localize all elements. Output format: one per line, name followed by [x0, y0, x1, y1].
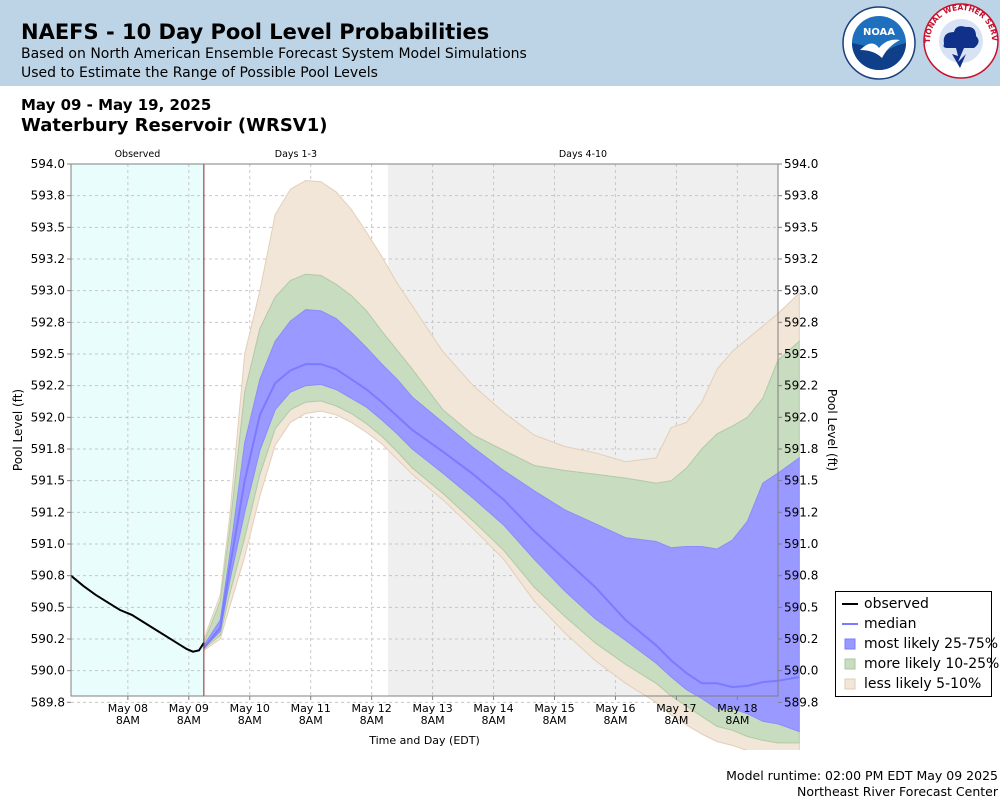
x-tick-label-time: 8AM — [603, 714, 627, 727]
median-line — [203, 363, 800, 689]
y-tick-label-left: 592.5 — [31, 347, 65, 361]
y-tick-label-left: 590.5 — [31, 600, 65, 614]
y-axis-label-right: Pool Level (ft) — [825, 389, 839, 471]
y-tick-label-right: 591.5 — [784, 474, 818, 488]
y-tick-label-right: 590.8 — [784, 569, 818, 583]
page-subtitle-2: Used to Estimate the Range of Possible P… — [21, 65, 378, 81]
date-range: May 09 - May 19, 2025 — [21, 96, 212, 114]
y-tick-label-left: 592.0 — [31, 410, 65, 424]
y-tick-label-left: 594.0 — [31, 157, 65, 171]
x-axis-label: Time and Day (EDT) — [368, 734, 480, 747]
y-tick-label-left: 589.8 — [31, 695, 65, 709]
plot-frame — [70, 163, 779, 697]
legend-label-observed: observed — [864, 596, 929, 612]
y-tick-label-left: 592.8 — [31, 315, 65, 329]
x-tick-label-time: 8AM — [299, 714, 323, 727]
y-tick-label-left: 591.8 — [31, 442, 65, 456]
y-tick-label-right: 590.5 — [784, 600, 818, 614]
y-tick-label-right: 590.0 — [784, 664, 818, 678]
x-tick-label-day: May 08 — [108, 702, 148, 715]
forecast-center: Northeast River Forecast Center — [797, 784, 998, 799]
y-tick-label-right: 592.0 — [784, 410, 818, 424]
y-tick-label-left: 590.0 — [31, 664, 65, 678]
y-axis-label-left: Pool Level (ft) — [11, 389, 25, 471]
y-tick-label-right: 592.8 — [784, 315, 818, 329]
y-tick-label-right: 594.0 — [784, 157, 818, 171]
x-tick-label-time: 8AM — [177, 714, 201, 727]
legend-label-5-10: less likely 5-10% — [864, 676, 982, 692]
band-25-75 — [203, 309, 800, 733]
x-tick-label-day: May 14 — [473, 702, 513, 715]
y-tick-label-right: 589.8 — [784, 695, 818, 709]
period-label-2: Days 4-10 — [559, 149, 607, 160]
y-tick-label-left: 590.8 — [31, 569, 65, 583]
observed-line — [70, 574, 205, 653]
nws-logo: NATIONAL WEATHER SERVICE — [922, 2, 999, 79]
x-tick-label-day: May 10 — [230, 702, 270, 715]
x-tick-label-day: May 18 — [717, 702, 757, 715]
y-tick-label-right: 592.2 — [784, 379, 818, 393]
x-tick-label-day: May 15 — [534, 702, 574, 715]
y-tick-label-left: 591.5 — [31, 474, 65, 488]
x-tick-label-time: 8AM — [482, 714, 506, 727]
y-tick-label-left: 591.0 — [31, 537, 65, 551]
x-tick-label-time: 8AM — [421, 714, 445, 727]
chart-legend: observed median most likely 25-75% more … — [835, 591, 999, 697]
legend-label-25-75: most likely 25-75% — [864, 636, 999, 652]
y-tick-label-left: 593.0 — [31, 284, 65, 298]
y-tick-label-left: 593.5 — [31, 220, 65, 234]
legend-label-10-25: more likely 10-25% — [864, 656, 1000, 672]
period-bg-0 — [71, 164, 204, 696]
x-tick-label-time: 8AM — [360, 714, 384, 727]
x-tick-label-time: 8AM — [116, 714, 140, 727]
y-tick-label-left: 593.2 — [31, 252, 65, 266]
y-tick-label-left: 591.2 — [31, 505, 65, 519]
noaa-logo-text: NOAA — [863, 27, 895, 38]
location-title: Waterbury Reservoir (WRSV1) — [21, 115, 328, 136]
x-tick-label-time: 8AM — [664, 714, 688, 727]
page-subtitle-1: Based on North American Ensemble Forecas… — [21, 46, 527, 62]
pool-level-chart: Observed Days 1-3 Days 4-10 594.0 594.0 593.8… — [11, 149, 839, 750]
page-title: NAEFS - 10 Day Pool Level Probabilities — [21, 20, 490, 44]
y-tick-label-right: 592.5 — [784, 347, 818, 361]
period-label-1: Days 1-3 — [275, 149, 317, 160]
y-tick-label-right: 593.2 — [784, 252, 818, 266]
x-tick-label-time: 8AM — [542, 714, 566, 727]
header-banner: NAEFS - 10 Day Pool Level Probabilities … — [0, 0, 1000, 86]
x-tick-label-day: May 11 — [291, 702, 331, 715]
y-tick-label-right: 590.2 — [784, 632, 818, 646]
y-tick-label-right: 591.8 — [784, 442, 818, 456]
x-tick-label-time: 8AM — [725, 714, 749, 727]
noaa-logo: NOAA — [842, 6, 916, 80]
x-tick-label-day: May 17 — [656, 702, 696, 715]
x-tick-label-day: May 09 — [169, 702, 209, 715]
x-tick-label-day: May 12 — [352, 702, 392, 715]
x-tick-label-day: May 13 — [412, 702, 452, 715]
y-tick-label-right: 593.5 — [784, 220, 818, 234]
x-tick-label-time: 8AM — [238, 714, 262, 727]
period-label-0: Observed — [115, 149, 161, 160]
legend-label-median: median — [864, 616, 917, 632]
y-tick-label-left: 590.2 — [31, 632, 65, 646]
y-tick-label-left: 592.2 — [31, 379, 65, 393]
model-runtime: Model runtime: 02:00 PM EDT May 09 2025 — [726, 768, 998, 783]
x-tick-label-day: May 16 — [595, 702, 635, 715]
y-tick-label-right: 593.0 — [784, 284, 818, 298]
y-tick-label-right: 593.8 — [784, 189, 818, 203]
y-tick-label-right: 591.2 — [784, 505, 818, 519]
y-tick-label-right: 591.0 — [784, 537, 818, 551]
y-tick-label-left: 593.8 — [31, 189, 65, 203]
